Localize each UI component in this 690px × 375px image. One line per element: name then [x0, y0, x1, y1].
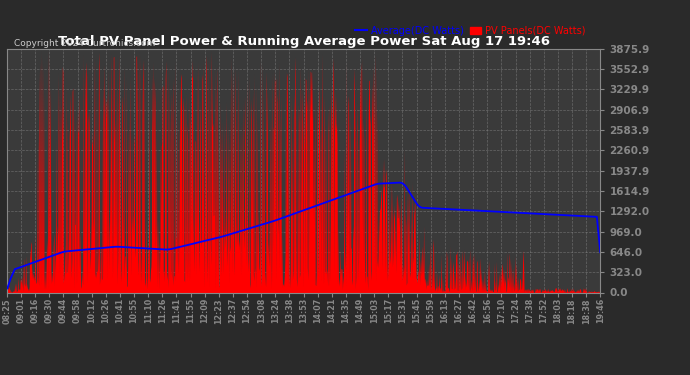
Text: Copyright 2024 Curtronics.com: Copyright 2024 Curtronics.com — [14, 39, 155, 48]
Legend: Average(DC Watts), PV Panels(DC Watts): Average(DC Watts), PV Panels(DC Watts) — [351, 22, 589, 40]
Title: Total PV Panel Power & Running Average Power Sat Aug 17 19:46: Total PV Panel Power & Running Average P… — [57, 34, 550, 48]
